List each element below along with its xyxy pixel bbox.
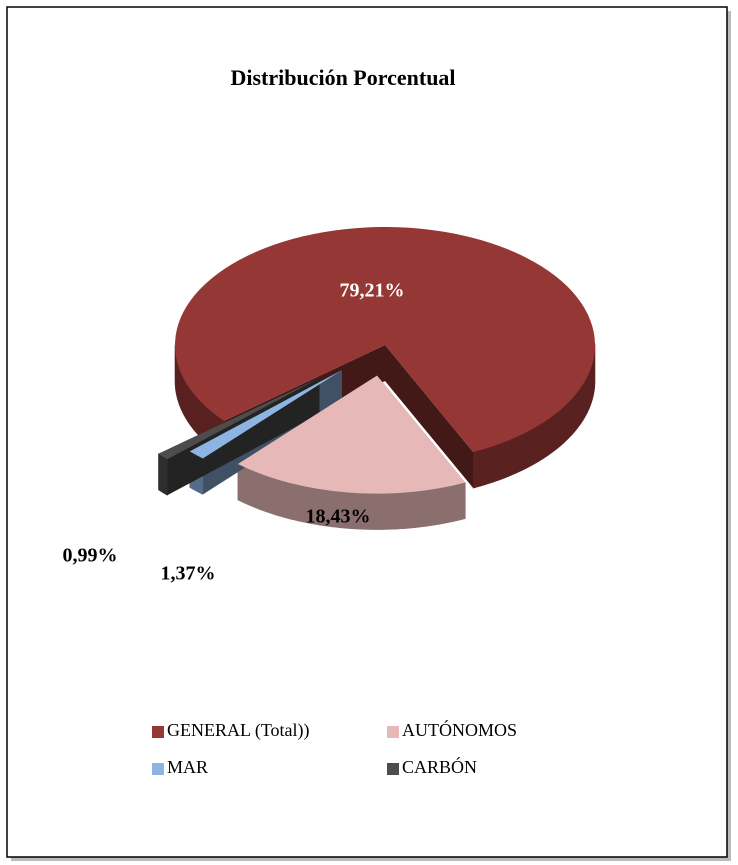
data-label: 18,43% (306, 506, 371, 528)
data-label: 0,99% (63, 545, 118, 567)
legend-label: GENERAL (Total)) (167, 720, 310, 741)
legend-swatch (152, 763, 164, 775)
slice (175, 226, 596, 453)
data-label: 79,21% (340, 280, 405, 302)
legend-label: CARBÓN (402, 756, 477, 777)
legend-label: AUTÓNOMOS (402, 719, 517, 740)
chart-title: Distribución Porcentual (230, 65, 455, 90)
legend-swatch (387, 763, 399, 775)
data-label: 1,37% (161, 563, 216, 585)
pie: 79,21% 18,43% 1,37% 0,99% (63, 226, 596, 585)
legend-label: MAR (167, 757, 208, 777)
legend-swatch (387, 726, 399, 738)
legend-swatch (152, 726, 164, 738)
slice (237, 375, 466, 494)
slice-side (158, 453, 168, 496)
slice-wall (385, 345, 474, 489)
slice (158, 377, 320, 460)
legend: GENERAL (Total)) AUTÓNOMOS MAR CARBÓN (152, 719, 517, 777)
slice (189, 370, 342, 459)
slice-side (237, 463, 466, 530)
